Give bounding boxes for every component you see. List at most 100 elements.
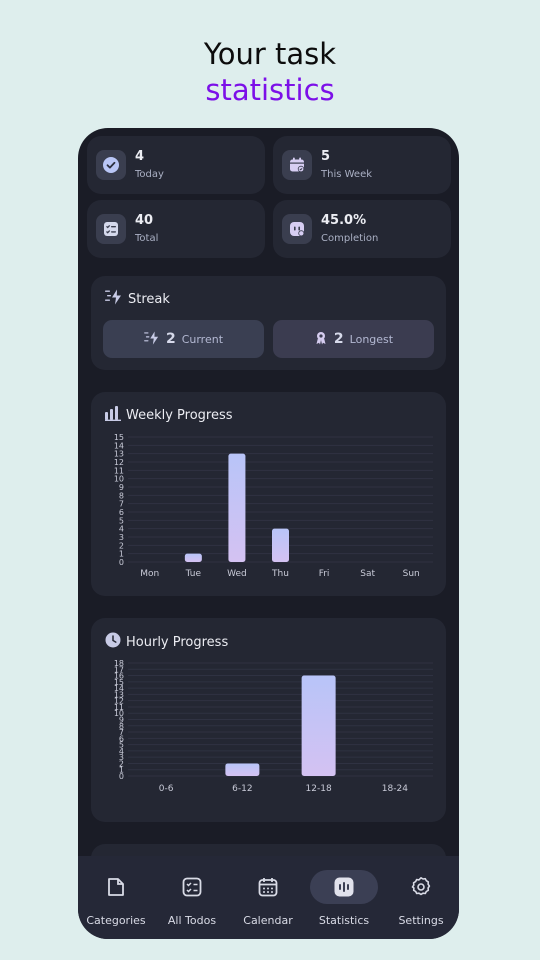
- weekly-y-tick-label: 9: [119, 483, 124, 492]
- weekly-y-tick-label: 10: [114, 475, 124, 484]
- hourly-x-tick-label: 18-24: [382, 784, 408, 794]
- calendar-icon: [258, 878, 278, 897]
- hourly-y-tick-label: 18: [114, 659, 124, 668]
- weekly-bar-Thu: [272, 528, 289, 562]
- streak-current-button[interactable]: 2 Current: [103, 320, 264, 358]
- streak-title: Streak: [105, 289, 170, 309]
- folder-icon: [108, 878, 124, 896]
- stat-card-this-week: 5 This Week: [273, 136, 451, 194]
- nav-item-statistics[interactable]: Statistics: [306, 856, 382, 939]
- hero-title-line1: Your task: [203, 37, 337, 71]
- hourly-y-tick-label: 3: [119, 753, 124, 762]
- weekly-y-tick-label: 14: [114, 441, 124, 450]
- weekly-progress-card: Weekly Progress 0 1 2 3 4 5 6 7 8 9 10 11 12 13 14 15 Mo…: [91, 392, 446, 596]
- weekly-x-tick-label: Fri: [319, 569, 330, 579]
- hero-heading: Your task statistics: [0, 36, 540, 108]
- streak-icon: [105, 289, 123, 309]
- hourly-y-tick-label: 7: [119, 728, 124, 737]
- nav-label: Statistics: [318, 914, 370, 927]
- weekly-y-tick-label: 0: [119, 558, 124, 567]
- weekly-y-tick-label: 7: [119, 500, 124, 509]
- streak-longest-button[interactable]: 2 Longest: [273, 320, 434, 358]
- stat-value: 5: [321, 149, 331, 164]
- hourly-y-tick-label: 0: [119, 772, 124, 781]
- checklist-icon: [96, 214, 126, 244]
- nav-label: Settings: [398, 914, 444, 927]
- hourly-title-text: Hourly Progress: [126, 634, 229, 650]
- hourly-y-tick-label: 13: [114, 690, 124, 699]
- hourly-y-tick-label: 1: [119, 766, 124, 775]
- streak-current-label: Current: [181, 332, 224, 346]
- nav-item-settings[interactable]: Settings: [383, 856, 459, 939]
- streak-current-icon: [144, 330, 160, 349]
- phone-screen: 4 Today 5 This Week 40 Total 45.0% Compl…: [78, 128, 459, 939]
- calendar-check-icon: [282, 150, 312, 180]
- weekly-title-text: Weekly Progress: [126, 408, 233, 423]
- bottom-navigation: Categories All Todos Calendar Statistics…: [78, 856, 459, 939]
- nav-item-calendar[interactable]: Calendar: [230, 856, 306, 939]
- hourly-y-tick-label: 6: [119, 734, 124, 743]
- nav-item-categories[interactable]: Categories: [78, 856, 154, 939]
- gear-icon: [411, 877, 431, 896]
- nav-label: All Todos: [167, 914, 217, 927]
- bar-chart-icon: [334, 877, 354, 897]
- award-icon: [314, 330, 328, 349]
- hourly-y-tick-label: 14: [114, 684, 124, 693]
- hourly-y-tick-label: 16: [114, 672, 124, 681]
- weekly-y-tick-label: 2: [119, 541, 124, 550]
- weekly-x-tick-label: Tue: [185, 569, 202, 579]
- weekly-y-tick-label: 5: [119, 516, 124, 525]
- clock-icon: [105, 632, 121, 652]
- progress-face-icon: [282, 214, 312, 244]
- stat-value: 45.0%: [321, 213, 367, 228]
- bar-chart-icon: [105, 406, 121, 425]
- weekly-progress-title: Weekly Progress: [105, 406, 233, 425]
- stat-card-today: 4 Today: [87, 136, 265, 194]
- hourly-y-tick-label: 11: [114, 703, 124, 712]
- weekly-y-tick-label: 11: [114, 466, 124, 475]
- weekly-x-tick-label: Mon: [140, 569, 159, 579]
- nav-label: Categories: [86, 914, 146, 927]
- hourly-progress-card: Hourly Progress 0 1 2 3 4 5 6 7 8 9 10 11 12 13 14 15 16…: [91, 618, 446, 822]
- weekly-y-tick-label: 6: [119, 508, 124, 517]
- streak-card: Streak 2 Current 2 Longest: [91, 276, 446, 370]
- hourly-y-tick-label: 15: [114, 678, 124, 687]
- streak-longest-value: 2: [333, 331, 344, 347]
- hourly-y-tick-label: 9: [119, 716, 124, 725]
- weekly-x-tick-label: Wed: [227, 569, 247, 579]
- stat-label: Completion: [321, 233, 379, 244]
- weekly-y-tick-label: 1: [119, 550, 124, 559]
- weekly-y-tick-label: 15: [114, 433, 124, 442]
- check-circle-icon: [96, 150, 126, 180]
- stat-label: Today: [135, 169, 164, 180]
- weekly-y-tick-label: 8: [119, 491, 124, 500]
- nav-label: Calendar: [243, 914, 293, 927]
- streak-title-text: Streak: [128, 291, 170, 307]
- hourly-y-tick-label: 5: [119, 741, 124, 750]
- checklist-icon: [182, 877, 202, 897]
- streak-current-value: 2: [165, 331, 176, 347]
- stat-value: 4: [135, 149, 145, 164]
- hourly-y-tick-label: 2: [119, 759, 124, 768]
- hourly-x-tick-label: 6-12: [232, 784, 252, 794]
- weekly-x-tick-label: Sat: [360, 569, 375, 579]
- weekly-y-tick-label: 13: [114, 450, 124, 459]
- stat-label: Total: [135, 233, 159, 244]
- hourly-progress-title: Hourly Progress: [105, 632, 228, 652]
- stat-card-total: 40 Total: [87, 200, 265, 258]
- hourly-y-tick-label: 10: [114, 709, 124, 718]
- weekly-bar-Wed: [228, 453, 246, 562]
- hourly-y-tick-label: 8: [119, 722, 124, 731]
- hourly-y-tick-label: 12: [114, 697, 124, 706]
- hero-title-line2: statistics: [205, 73, 335, 107]
- streak-longest-label: Longest: [349, 332, 394, 346]
- hourly-x-tick-label: 12-18: [306, 784, 332, 794]
- hourly-y-tick-label: 4: [119, 747, 124, 756]
- hourly-y-tick-label: 17: [114, 665, 124, 674]
- nav-item-all-todos[interactable]: All Todos: [154, 856, 230, 939]
- hourly-x-tick-label: 0-6: [159, 784, 174, 794]
- weekly-y-tick-label: 3: [119, 533, 124, 542]
- weekly-x-tick-label: Sun: [403, 569, 420, 579]
